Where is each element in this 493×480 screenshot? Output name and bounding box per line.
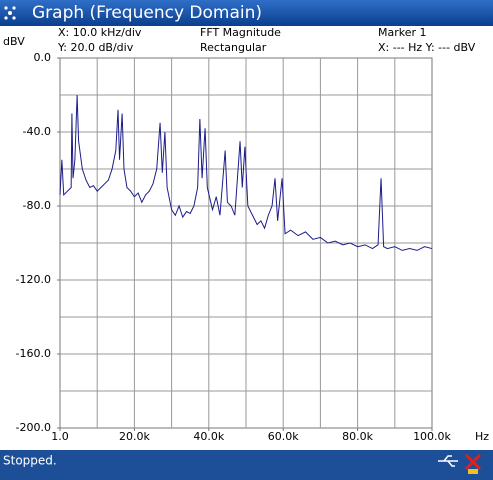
marker-title: Marker 1 xyxy=(378,26,427,39)
x-scale: X: 10.0 kHz/div xyxy=(58,26,142,39)
x-axis-unit: Hz xyxy=(475,430,489,443)
app-icon xyxy=(4,6,16,20)
y-tick-label: 0.0 xyxy=(34,51,52,64)
close-icon[interactable] xyxy=(464,453,482,474)
y-axis-unit: dBV xyxy=(3,35,25,48)
status-bar xyxy=(0,450,493,480)
y-scale: Y: 20.0 dB/div xyxy=(57,41,134,54)
mode: FFT Magnitude xyxy=(200,26,281,39)
status-text: Stopped. xyxy=(3,454,57,468)
x-tick-label: 20.0k xyxy=(119,430,150,443)
x-tick-label: 80.0k xyxy=(342,430,373,443)
x-tick-label: 60.0k xyxy=(268,430,299,443)
x-tick-label: 40.0k xyxy=(193,430,224,443)
y-tick-label: -120.0 xyxy=(16,273,51,286)
plot: 0.0 -40.0 -80.0 -120.0 -160.0 -200.01.0 20.0k 4… xyxy=(16,51,452,443)
title-bar xyxy=(0,0,493,26)
window-title: Graph (Frequency Domain) xyxy=(32,3,262,23)
x-tick-label: 1.0 xyxy=(51,430,69,443)
usb-icon xyxy=(438,455,458,467)
y-tick-label: -160.0 xyxy=(16,347,51,360)
marker-readout: X: --- Hz Y: --- dBV xyxy=(378,41,476,54)
fft-trace xyxy=(59,94,433,251)
y-tick-label: -80.0 xyxy=(23,199,51,212)
y-tick-label: -40.0 xyxy=(23,125,51,138)
window-function: Rectangular xyxy=(200,41,267,54)
y-tick-label: -200.0 xyxy=(16,421,51,434)
x-tick-label: 100.0k xyxy=(413,430,451,443)
